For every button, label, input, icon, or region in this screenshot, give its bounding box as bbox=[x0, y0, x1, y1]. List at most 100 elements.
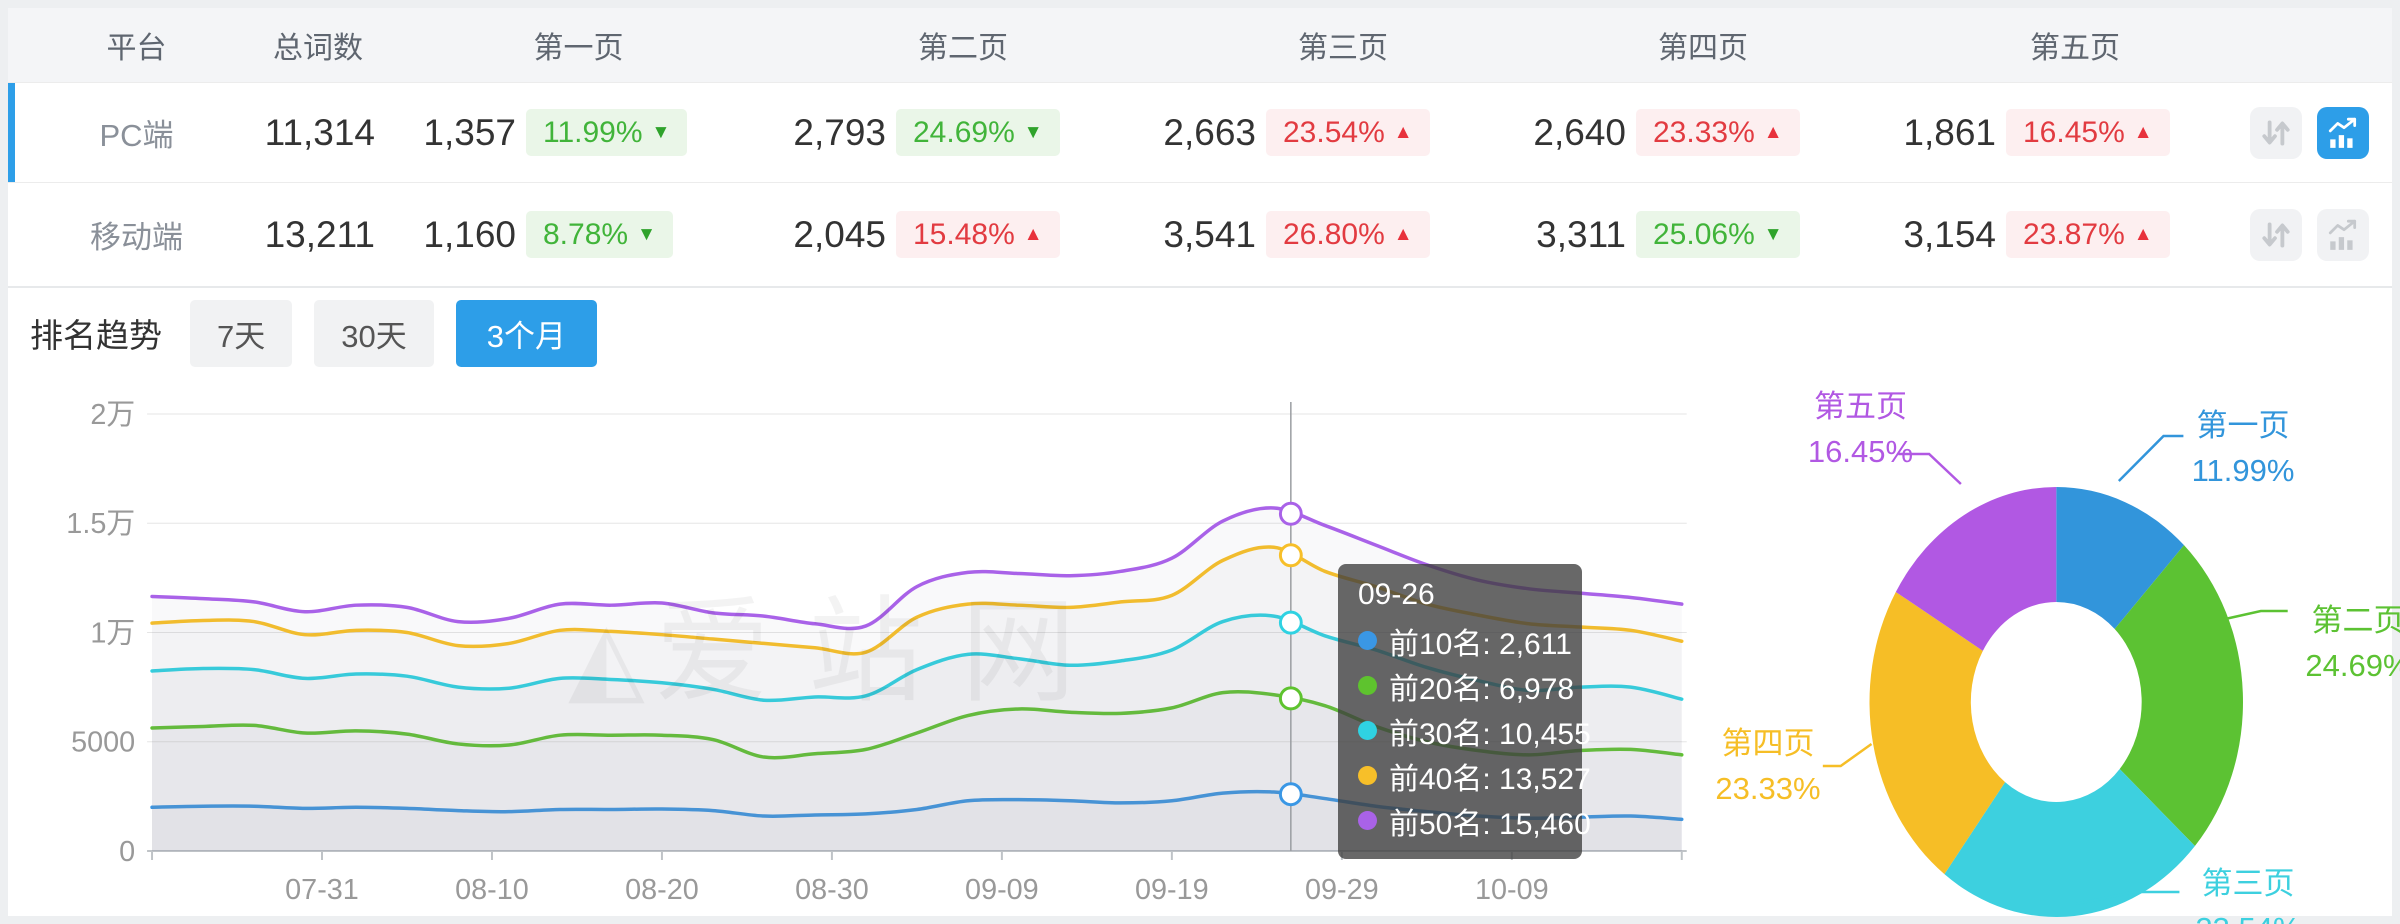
page-count: 2,640 bbox=[1533, 111, 1626, 153]
page-stat-cell: 2,793 24.69% ▼ bbox=[698, 109, 1068, 156]
range-tab[interactable]: 30天 bbox=[314, 299, 434, 367]
trend-title: 排名趋势 bbox=[30, 317, 162, 354]
trend-arrow-icon: ▼ bbox=[1023, 122, 1043, 143]
trend-percent: 23.54% bbox=[1283, 115, 1385, 149]
header-page3: 第三页 bbox=[1298, 32, 1388, 65]
range-tab[interactable]: 3个月 bbox=[455, 299, 597, 367]
donut-slice bbox=[1895, 487, 2057, 651]
trend-arrow-icon: ▲ bbox=[1763, 122, 1783, 143]
page-count: 2,793 bbox=[793, 111, 886, 153]
trend-toolbar: 排名趋势 7天 30天 3个月 bbox=[8, 299, 2392, 367]
trend-chart-button[interactable] bbox=[2317, 106, 2369, 159]
svg-text:09-19: 09-19 bbox=[1135, 874, 1209, 906]
svg-text:5000: 5000 bbox=[71, 727, 135, 759]
svg-text:10-09: 10-09 bbox=[1475, 874, 1549, 906]
sort-button[interactable] bbox=[2250, 208, 2302, 261]
trend-badge: 26.80% ▲ bbox=[1266, 211, 1430, 258]
trend-chart-button[interactable] bbox=[2317, 208, 2369, 261]
page-stat-cell: 2,045 15.48% ▲ bbox=[698, 211, 1068, 258]
page-stat-cell: 1,160 8.78% ▼ bbox=[383, 211, 698, 258]
svg-text:08-10: 08-10 bbox=[455, 874, 529, 906]
header-total-words: 总词数 bbox=[273, 32, 363, 65]
page-count: 2,663 bbox=[1163, 111, 1256, 153]
trend-arrow-icon: ▼ bbox=[651, 122, 671, 143]
trend-section: 排名趋势 7天 30天 3个月 0 5000 1万 1.5万 2万 07-31 08-10 08-… bbox=[8, 286, 2400, 924]
trend-arrow-icon: ▲ bbox=[1023, 224, 1043, 245]
page-count: 3,154 bbox=[1903, 213, 1996, 255]
sort-button[interactable] bbox=[2250, 106, 2302, 159]
donut-slice bbox=[2114, 545, 2243, 846]
trend-arrow-icon: ▲ bbox=[2133, 224, 2153, 245]
chart-area: 0 5000 1万 1.5万 2万 07-31 08-10 08-20 08-30 09-09 09… bbox=[8, 364, 2400, 924]
sort-arrows-icon bbox=[2262, 221, 2290, 248]
trend-badge: 16.45% ▲ bbox=[2006, 109, 2170, 156]
page-stat-cell: 3,154 23.87% ▲ bbox=[1808, 211, 2178, 258]
trend-arrow-icon: ▲ bbox=[2133, 122, 2153, 143]
svg-text:1万: 1万 bbox=[90, 617, 135, 649]
donut-slice bbox=[1944, 768, 2195, 917]
svg-text:08-30: 08-30 bbox=[795, 874, 869, 906]
trend-badge: 23.54% ▲ bbox=[1266, 109, 1430, 156]
svg-text:09-09: 09-09 bbox=[965, 874, 1039, 906]
bar-chart-icon bbox=[2328, 117, 2357, 148]
page-count: 3,541 bbox=[1163, 213, 1256, 255]
page-count: 1,861 bbox=[1903, 111, 1996, 153]
trend-arrow-icon: ▼ bbox=[637, 224, 656, 245]
header-page2: 第二页 bbox=[918, 32, 1008, 65]
pie-leader-line bbox=[2224, 609, 2288, 621]
trend-percent: 23.33% bbox=[1653, 115, 1755, 149]
trend-percent: 24.69% bbox=[913, 115, 1015, 149]
header-platform: 平台 bbox=[106, 32, 167, 65]
page-stat-cell: 2,663 23.54% ▲ bbox=[1068, 109, 1438, 156]
donut-chart bbox=[1822, 434, 2288, 917]
trend-arrow-icon: ▼ bbox=[1763, 224, 1783, 245]
range-tab[interactable]: 7天 bbox=[190, 299, 293, 367]
grid: 0 5000 1万 1.5万 2万 07-31 08-10 08-20 08-30 09-09 09… bbox=[66, 399, 1687, 906]
bar-chart-icon bbox=[2328, 219, 2357, 250]
trend-badge: 23.33% ▲ bbox=[1636, 109, 1800, 156]
hover-markers bbox=[1278, 501, 1303, 807]
svg-text:2万: 2万 bbox=[90, 399, 135, 431]
trend-arrow-icon: ▲ bbox=[1393, 122, 1413, 143]
page-stat-cell: 2,640 23.33% ▲ bbox=[1438, 109, 1808, 156]
platform-label: PC端 bbox=[99, 118, 174, 153]
pie-leader-line bbox=[2117, 434, 2184, 482]
charts-canvas[interactable]: 0 5000 1万 1.5万 2万 07-31 08-10 08-20 08-30 09-09 09… bbox=[8, 364, 2392, 922]
trend-percent: 26.80% bbox=[1283, 217, 1385, 251]
trend-badge: 8.78% ▼ bbox=[526, 211, 673, 258]
total-words-value: 11,314 bbox=[264, 111, 375, 153]
page-count: 2,045 bbox=[793, 213, 886, 255]
header-page5: 第五页 bbox=[2030, 32, 2120, 65]
trend-badge: 11.99% ▼ bbox=[526, 109, 688, 156]
page-stat-cell: 1,357 11.99% ▼ bbox=[383, 109, 698, 156]
keyword-stats-table: 平台 总词数 第一页 第二页 第三页 第四页 第五页 PC端 11,314 1,… bbox=[8, 8, 2392, 286]
svg-text:07-31: 07-31 bbox=[285, 874, 359, 906]
svg-text:08-20: 08-20 bbox=[625, 874, 699, 906]
svg-text:09-29: 09-29 bbox=[1305, 874, 1379, 906]
trend-arrow-icon: ▲ bbox=[1393, 224, 1413, 245]
header-page4: 第四页 bbox=[1658, 32, 1748, 65]
trend-percent: 16.45% bbox=[2023, 115, 2125, 149]
series-lines bbox=[150, 506, 1684, 851]
trend-percent: 15.48% bbox=[913, 217, 1015, 251]
trend-percent: 8.78% bbox=[543, 217, 629, 251]
sort-arrows-icon bbox=[2262, 119, 2290, 146]
pie-leader-line bbox=[2075, 890, 2180, 906]
trend-percent: 23.87% bbox=[2023, 217, 2125, 251]
page-count: 3,311 bbox=[1536, 213, 1626, 255]
page-stat-cell: 1,861 16.45% ▲ bbox=[1808, 109, 2178, 156]
page-stat-cell: 3,541 26.80% ▲ bbox=[1068, 211, 1438, 258]
platform-label: 移动端 bbox=[90, 220, 183, 255]
svg-text:0: 0 bbox=[119, 836, 135, 868]
donut-slice bbox=[1869, 591, 2006, 875]
trend-badge: 24.69% ▼ bbox=[896, 109, 1060, 156]
pie-leader-line bbox=[1822, 742, 1873, 768]
trend-percent: 11.99% bbox=[543, 115, 643, 149]
donut-slice bbox=[2056, 487, 2185, 630]
trend-percent: 25.06% bbox=[1653, 217, 1755, 251]
table-row[interactable]: PC端 11,314 1,357 11.99% ▼ 2,793 24.69% ▼ 2… bbox=[8, 82, 2392, 182]
page-count: 1,357 bbox=[423, 111, 516, 153]
pie-leader-line bbox=[1898, 452, 1962, 485]
table-row[interactable]: 移动端 13,211 1,160 8.78% ▼ 2,045 15.48% ▲ 3,… bbox=[8, 182, 2392, 286]
